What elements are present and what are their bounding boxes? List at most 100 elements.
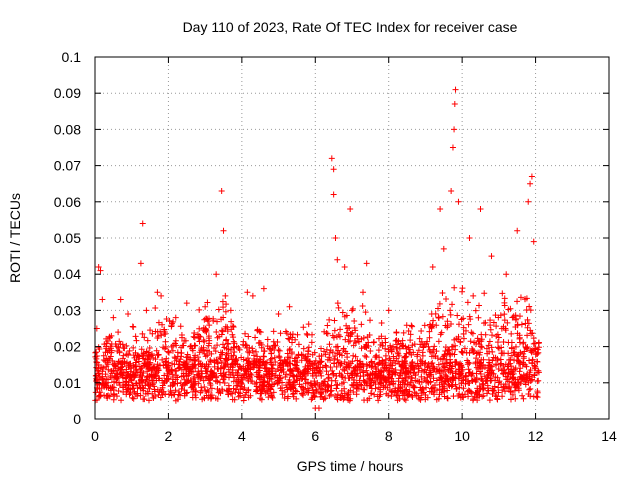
data-point [395,358,402,365]
data-point [499,393,506,400]
data-point [514,227,521,234]
data-point [202,353,209,360]
data-point [212,348,219,355]
data-point [170,318,177,325]
data-point [333,363,340,370]
data-point [339,309,346,316]
data-point [456,384,463,391]
data-point [421,322,428,329]
data-point [417,396,424,403]
data-point [440,383,447,390]
data-point [385,379,392,386]
y-axis-label: ROTI / TECUs [7,193,23,283]
data-point [327,391,334,398]
data-point [449,301,456,308]
data-point [484,384,491,391]
data-point [347,337,354,344]
data-point [192,356,199,363]
data-point [404,391,411,398]
data-point [279,391,286,398]
data-point [535,349,542,356]
x-tick-label: 0 [91,428,99,444]
data-point [476,391,483,398]
data-point [425,362,432,369]
data-point [143,307,150,314]
data-point [177,356,184,363]
data-point [245,365,252,372]
data-point [513,315,520,322]
data-point [294,331,301,338]
data-point [242,330,249,337]
data-point [371,377,378,384]
data-point [215,365,222,372]
data-point [269,394,276,401]
data-point [530,335,537,342]
data-point [144,356,151,363]
data-point [430,317,437,324]
data-point [115,358,122,365]
data-point [465,378,472,385]
data-point [442,348,449,355]
data-point [214,395,221,402]
data-point [187,368,194,375]
data-point [211,345,218,352]
data-point [264,368,271,375]
data-point [520,395,527,402]
data-point [509,374,516,381]
data-point [203,368,210,375]
data-point [507,388,514,395]
data-point [287,331,294,338]
data-point [344,325,351,332]
data-point [441,364,448,371]
data-point [451,359,458,366]
data-point [270,389,277,396]
data-point [530,340,537,347]
data-point [151,383,158,390]
data-point [527,367,534,374]
data-point [324,381,331,388]
data-point [305,344,312,351]
data-point [182,366,189,373]
data-point [373,352,380,359]
data-point [388,348,395,355]
data-point [191,334,198,341]
data-point [304,366,311,373]
data-point [360,289,367,296]
data-point [235,376,242,383]
data-point [424,374,431,381]
data-point [459,349,466,356]
data-point [169,347,176,354]
data-point [389,389,396,396]
data-point [166,317,173,324]
data-point [487,326,494,333]
data-point [501,295,508,302]
data-point [533,358,540,365]
data-point [501,311,508,318]
data-point [435,305,442,312]
data-point [481,290,488,297]
data-point [308,382,315,389]
data-point [524,316,531,323]
data-point [159,356,166,363]
data-point [199,370,206,377]
data-point [210,370,217,377]
data-point [250,352,257,359]
data-point [415,347,422,354]
data-point [451,284,458,291]
data-point [214,334,221,341]
data-point [275,346,282,353]
data-point [286,336,293,343]
data-point [333,333,340,340]
data-point [258,396,265,403]
data-point [278,367,285,374]
data-point [164,376,171,383]
data-point [413,390,420,397]
data-point [334,300,341,307]
data-point [385,307,392,314]
data-point [332,353,339,360]
data-point [385,348,392,355]
data-point [524,343,531,350]
data-point [318,385,325,392]
data-point [144,373,151,380]
data-point [201,316,208,323]
